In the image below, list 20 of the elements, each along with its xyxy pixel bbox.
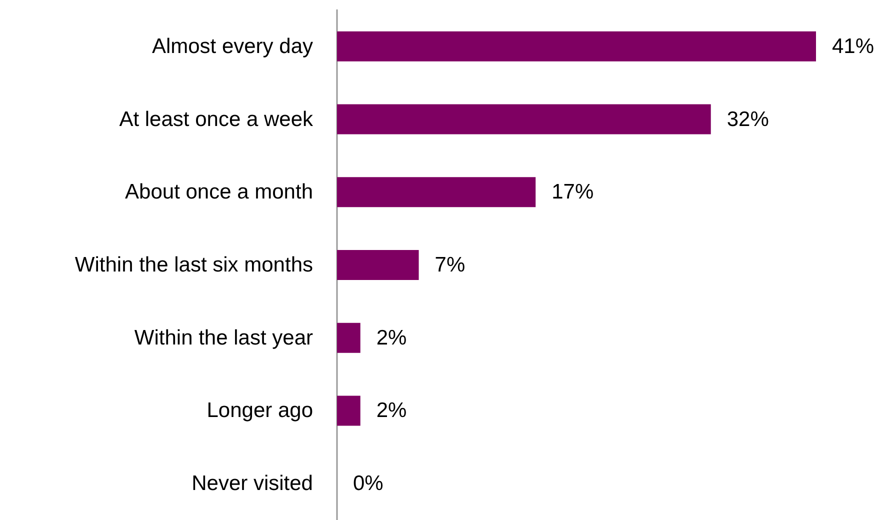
y-tick-label: About once a month (125, 180, 313, 204)
data-label: 7% (434, 254, 466, 276)
y-tick-label: At least once a week (119, 108, 314, 131)
bar (337, 104, 711, 134)
y-tick-label: Within the last six months (74, 254, 313, 276)
bar (337, 322, 360, 353)
data-label: 0% (353, 472, 384, 496)
y-tick-label: Never visited (192, 472, 313, 496)
data-label: 2% (376, 399, 407, 422)
bar (337, 177, 536, 208)
data-label: 32% (726, 108, 769, 131)
data-label: 2% (376, 326, 407, 350)
bar (337, 396, 360, 426)
y-tick-label: Longer ago (206, 399, 313, 422)
data-label: 41% (832, 34, 874, 58)
y-tick-label: Within the last year (134, 326, 313, 350)
y-tick-label: Almost every day (152, 34, 314, 58)
data-label: 17% (552, 180, 594, 204)
bar (337, 31, 816, 62)
bar (337, 250, 419, 280)
